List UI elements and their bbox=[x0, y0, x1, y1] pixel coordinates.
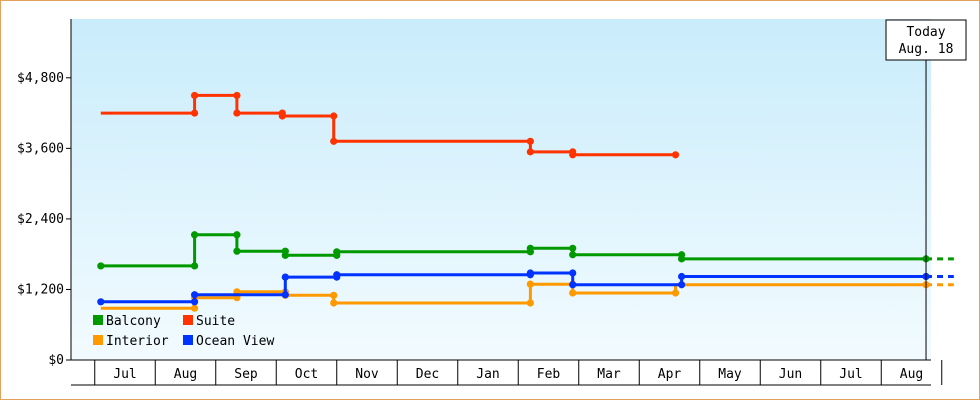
series-suite bbox=[100, 91, 680, 159]
data-point bbox=[678, 272, 686, 281]
x-tick-label: Aug bbox=[900, 367, 923, 382]
data-point bbox=[190, 291, 199, 299]
data-point bbox=[190, 231, 199, 239]
x-tick-label: Apr bbox=[658, 367, 682, 382]
data-point bbox=[330, 299, 338, 307]
x-tick-label: Feb bbox=[537, 367, 561, 382]
data-point bbox=[278, 112, 286, 120]
data-point bbox=[526, 269, 534, 277]
x-tick-label: Mar bbox=[597, 367, 621, 382]
series-balcony bbox=[97, 231, 954, 270]
y-tick-label: $0 bbox=[48, 353, 64, 368]
series-line bbox=[100, 282, 926, 310]
data-point bbox=[671, 289, 680, 297]
x-axis: Jul Aug Sep Oct Nov Dec Jan Feb Mar Apr May Jun Jul A… bbox=[71, 359, 943, 386]
data-point bbox=[330, 137, 338, 145]
legend-swatch bbox=[183, 315, 193, 325]
legend-label: Balcony bbox=[106, 314, 161, 329]
data-point bbox=[569, 151, 577, 159]
x-tick-label: Oct bbox=[295, 367, 318, 382]
data-point bbox=[233, 91, 241, 100]
data-point bbox=[678, 281, 686, 289]
legend-swatch bbox=[183, 335, 193, 345]
data-point bbox=[190, 298, 199, 306]
y-tick-label: $1,200 bbox=[17, 282, 64, 297]
legend-label: Suite bbox=[196, 314, 235, 329]
data-point bbox=[233, 231, 241, 239]
data-point bbox=[330, 291, 338, 299]
today-marker: Today Aug. 18 bbox=[885, 19, 967, 360]
x-tick-label: May bbox=[718, 367, 742, 382]
x-tick-label: Jun bbox=[779, 367, 802, 382]
y-tick-label: $4,800 bbox=[17, 71, 64, 86]
x-tick-label: Aug bbox=[174, 367, 197, 382]
x-tick-label: Jul bbox=[113, 367, 136, 382]
data-point bbox=[233, 247, 241, 255]
x-tick-label: Nov bbox=[355, 367, 379, 382]
data-point bbox=[190, 91, 199, 100]
data-point bbox=[233, 109, 241, 117]
today-label: Today bbox=[906, 25, 945, 40]
legend: Balcony Suite Interior Ocean View bbox=[93, 314, 274, 349]
data-point bbox=[281, 251, 289, 259]
y-tick-label: $2,400 bbox=[17, 212, 64, 227]
data-point bbox=[281, 291, 289, 299]
data-point bbox=[97, 298, 105, 306]
data-point bbox=[526, 137, 534, 145]
x-tick-label: Jan bbox=[476, 367, 499, 382]
data-point bbox=[569, 269, 577, 277]
data-point bbox=[569, 281, 577, 289]
legend-label: Ocean View bbox=[196, 334, 274, 349]
data-point bbox=[526, 244, 534, 252]
legend-swatch bbox=[93, 315, 103, 325]
data-point bbox=[526, 148, 534, 156]
legend-swatch bbox=[93, 335, 103, 345]
series-layer bbox=[97, 91, 954, 312]
data-point bbox=[190, 304, 199, 312]
x-tick-label: Sep bbox=[234, 367, 258, 382]
data-point bbox=[526, 299, 534, 307]
y-axis: $0 $1,200 $2,400 $3,600 $4,800 bbox=[17, 19, 72, 368]
data-point bbox=[281, 273, 289, 281]
data-point bbox=[526, 280, 534, 288]
today-box bbox=[885, 19, 967, 61]
data-point bbox=[569, 289, 577, 297]
data-point bbox=[333, 271, 341, 279]
plot-background bbox=[71, 19, 931, 360]
series-ocean-view bbox=[97, 269, 954, 306]
data-point bbox=[97, 262, 105, 270]
data-point bbox=[330, 112, 338, 120]
data-point bbox=[569, 244, 577, 252]
series-line bbox=[100, 93, 676, 157]
data-point bbox=[678, 255, 686, 263]
data-point bbox=[569, 251, 577, 259]
data-point bbox=[671, 151, 680, 159]
data-point bbox=[190, 262, 199, 270]
data-point bbox=[333, 248, 341, 256]
series-line bbox=[100, 271, 926, 304]
legend-label: Interior bbox=[106, 334, 169, 349]
data-point bbox=[190, 109, 199, 117]
x-tick-label: Dec bbox=[416, 367, 439, 382]
today-date-label: Aug. 18 bbox=[899, 42, 954, 57]
x-tick-label: Jul bbox=[839, 367, 862, 382]
y-tick-label: $3,600 bbox=[17, 141, 64, 156]
